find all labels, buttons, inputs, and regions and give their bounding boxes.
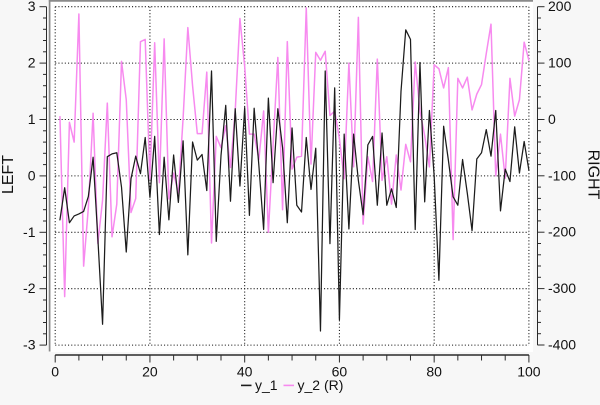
svg-text:-1: -1	[23, 224, 36, 240]
svg-text:40: 40	[237, 364, 253, 380]
svg-text:0: 0	[548, 111, 556, 127]
svg-text:80: 80	[426, 364, 442, 380]
svg-text:100: 100	[517, 364, 541, 380]
svg-text:100: 100	[548, 55, 572, 71]
svg-text:-3: -3	[23, 337, 36, 353]
svg-text:y_1: y_1	[255, 377, 278, 393]
svg-text:y_2 (R): y_2 (R)	[298, 377, 344, 393]
svg-text:RIGHT: RIGHT	[585, 150, 600, 200]
svg-text:0: 0	[28, 167, 36, 183]
svg-text:200: 200	[548, 0, 572, 14]
svg-text:0: 0	[51, 364, 59, 380]
svg-text:-200: -200	[548, 224, 576, 240]
svg-text:3: 3	[28, 0, 36, 14]
svg-text:-2: -2	[23, 280, 36, 296]
svg-text:-400: -400	[548, 337, 576, 353]
svg-text:20: 20	[142, 364, 158, 380]
svg-text:-100: -100	[548, 167, 576, 183]
svg-text:-300: -300	[548, 280, 576, 296]
svg-text:2: 2	[28, 55, 36, 71]
svg-text:1: 1	[28, 111, 36, 127]
svg-text:LEFT: LEFT	[0, 155, 17, 194]
